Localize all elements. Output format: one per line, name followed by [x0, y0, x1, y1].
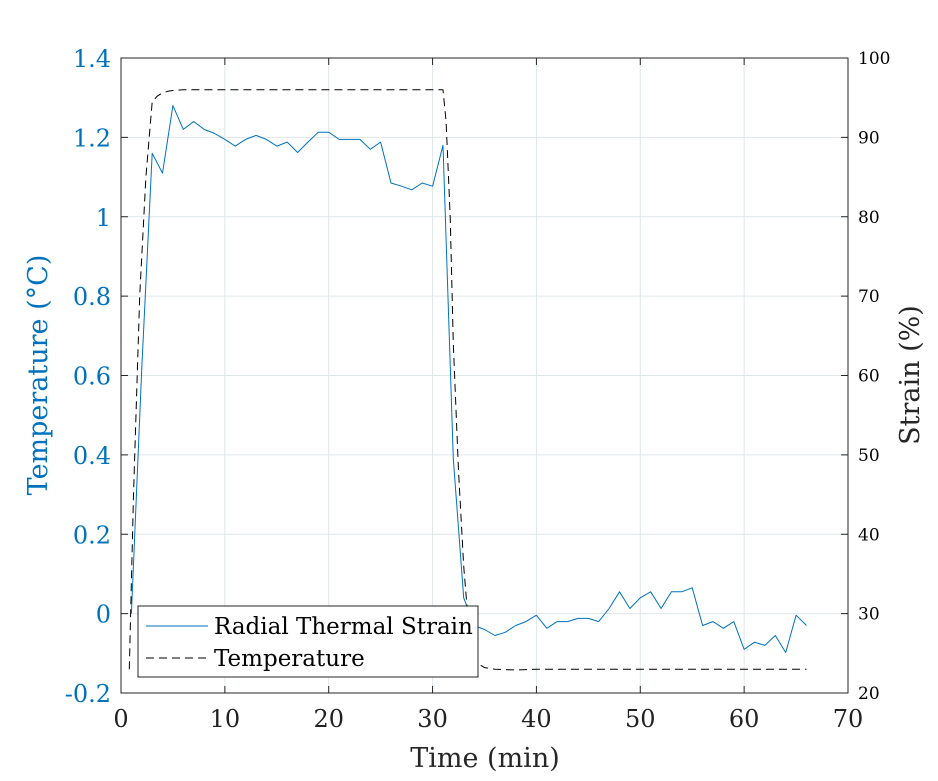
right-y-tick-label: 70	[858, 287, 880, 307]
right-y-tick-label: 20	[858, 684, 880, 704]
right-y-axis-ticks: 20 30 40 50 60 70 80 90 100	[841, 49, 890, 704]
right-y-tick-label: 80	[858, 208, 880, 228]
right-y-axis-title: Strain (%)	[895, 305, 926, 445]
series-line-radial-thermal-strain	[130, 105, 807, 653]
right-y-tick-label: 90	[858, 128, 880, 148]
x-tick-label: 60	[729, 705, 760, 733]
series-line-temperature	[128, 89, 807, 671]
series-layer	[128, 89, 807, 671]
grid-lines	[121, 58, 848, 693]
legend: Radial Thermal Strain Temperature	[137, 605, 479, 678]
legend-label-temperature: Temperature	[214, 646, 365, 672]
x-tick-label: 50	[625, 705, 656, 733]
x-axis-ticks: 0 10 20 30 40 50 60 70	[113, 58, 863, 733]
legend-box	[137, 605, 479, 678]
left-y-tick-label: -0.2	[65, 680, 111, 708]
x-tick-label: 20	[313, 705, 344, 733]
left-y-tick-label: 1	[96, 204, 111, 232]
x-tick-label: 10	[210, 705, 241, 733]
right-y-tick-label: 100	[858, 49, 890, 69]
left-y-tick-label: 0.2	[73, 521, 111, 549]
right-y-tick-label: 30	[858, 605, 880, 625]
left-y-axis-ticks: -0.2 0 0.2 0.4 0.6 0.8 1 1.2 1.4	[65, 45, 128, 708]
x-tick-label: 40	[521, 705, 552, 733]
x-axis-title: Time (min)	[410, 743, 560, 774]
left-y-tick-label: 1.4	[73, 45, 111, 73]
left-y-tick-label: 0.6	[73, 363, 111, 391]
left-y-tick-label: 0.8	[73, 283, 111, 311]
x-tick-label: 70	[833, 705, 864, 733]
right-y-tick-label: 40	[858, 525, 880, 545]
left-y-tick-label: 0	[96, 601, 111, 629]
left-y-tick-label: 1.2	[73, 124, 111, 152]
right-y-tick-label: 50	[858, 446, 880, 466]
left-y-tick-label: 0.4	[73, 442, 111, 470]
x-tick-label: 30	[417, 705, 448, 733]
left-y-axis-title: Temperature (°C)	[23, 255, 54, 496]
x-tick-label: 0	[113, 705, 128, 733]
right-y-tick-label: 60	[858, 367, 880, 387]
legend-label-strain: Radial Thermal Strain	[214, 614, 473, 640]
